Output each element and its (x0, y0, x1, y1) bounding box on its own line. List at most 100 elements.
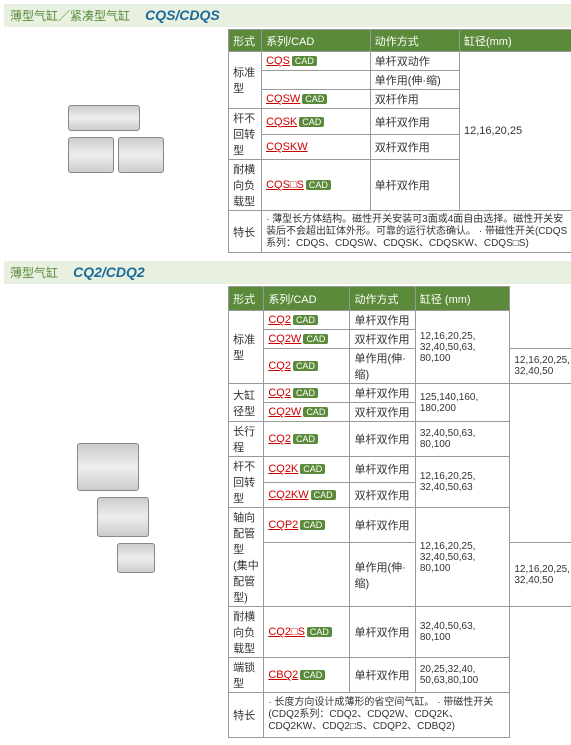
form-cell: 耐横向负载型 (229, 160, 262, 211)
action-cell: 单杆双作用 (350, 422, 415, 457)
series-link[interactable]: CQ2□S (268, 626, 305, 638)
series-link[interactable]: CQS□S (266, 179, 304, 191)
cad-badge[interactable]: CAD (307, 627, 332, 637)
action-cell: 双杆双作用 (350, 330, 415, 349)
action-cell: 单杆双作用 (350, 311, 415, 330)
cad-badge[interactable]: CAD (300, 464, 325, 474)
col-bore: 缸径 (mm) (415, 287, 510, 311)
series-link[interactable]: CQ2K (268, 463, 298, 475)
form-cell: 大缸径型 (229, 384, 264, 422)
series-link[interactable]: CQ2 (268, 360, 291, 372)
bore-cell: 20,25,32,40, 50,63,80,100 (415, 658, 510, 693)
col-action: 动作方式 (370, 30, 459, 52)
action-cell: 单作用(伸·缩) (370, 71, 459, 90)
series-link[interactable]: CQSKW (266, 141, 308, 153)
col-series: 系列/CAD (262, 30, 371, 52)
cad-badge[interactable]: CAD (303, 407, 328, 417)
cad-badge[interactable]: CAD (300, 670, 325, 680)
form-cell: 杆不回转型 (229, 457, 264, 508)
series-link[interactable]: CQP2 (268, 519, 298, 531)
series-cell: CQ2KWCAD (264, 482, 350, 508)
series-cell (262, 71, 371, 90)
form-cell: 端锁型 (229, 658, 264, 693)
product-image (4, 29, 228, 249)
title-primary: 薄型气缸 (10, 266, 58, 280)
action-cell: 单杆双作用 (350, 508, 415, 543)
action-cell: 单杆双作用 (350, 607, 415, 658)
bore-cell: 12,16,20,25, 32,40,50,63, 80,100 (415, 311, 510, 384)
series-link[interactable]: CQ2KW (268, 489, 308, 501)
cad-badge[interactable]: CAD (311, 490, 336, 500)
bore-cell: 12,16,20,25, 32,40,50,63, 80,100 (415, 508, 510, 607)
action-cell: 单作用(伸·缩) (350, 349, 415, 384)
section-header: 薄型气缸 CQ2/CDQ2 (4, 261, 571, 284)
cad-badge[interactable]: CAD (302, 94, 327, 104)
series-link[interactable]: CQ2 (268, 387, 291, 399)
action-cell: 单杆双作用 (370, 160, 459, 211)
cad-badge[interactable]: CAD (300, 520, 325, 530)
form-cell: 耐横向负载型 (229, 607, 264, 658)
action-cell: 双杆作用 (370, 90, 459, 109)
action-cell: 单杆双作用 (350, 457, 415, 483)
series-cell: CQSCAD (262, 52, 371, 71)
cad-badge[interactable]: CAD (293, 361, 318, 371)
series-link[interactable]: CBQ2 (268, 669, 298, 681)
feature-label: 特长 (229, 211, 262, 252)
form-cell: 杆不回转型 (229, 109, 262, 160)
cad-badge[interactable]: CAD (303, 334, 328, 344)
series-cell: CQ2CAD (264, 384, 350, 403)
bore-cell: 32,40,50,63, 80,100 (415, 607, 510, 658)
action-cell: 单杆双作用 (350, 658, 415, 693)
series-link[interactable]: CQ2W (268, 406, 301, 418)
bore-cell: 12,16,20,25, 32,40,50 (510, 349, 571, 384)
series-cell (264, 543, 350, 607)
series-link[interactable]: CQSK (266, 116, 297, 128)
series-cell: CQS□SCAD (262, 160, 371, 211)
action-cell: 单杆双作用 (350, 384, 415, 403)
col-action: 动作方式 (350, 287, 415, 311)
cad-badge[interactable]: CAD (299, 117, 324, 127)
action-cell: 单杆双动作 (370, 52, 459, 71)
spec-table-cqs: 形式 系列/CAD 动作方式 缸径(mm) 标准型CQSCAD单杆双动作12,1… (228, 29, 571, 253)
action-cell: 双杆双作用 (370, 134, 459, 160)
series-cell: CQ2CAD (264, 349, 350, 384)
col-form: 形式 (229, 30, 262, 52)
series-link[interactable]: CQ2W (268, 333, 301, 345)
series-cell: CQSKW (262, 134, 371, 160)
cad-badge[interactable]: CAD (293, 434, 318, 444)
action-cell: 单杆双作用 (370, 109, 459, 135)
form-cell: 标准型 (229, 52, 262, 109)
section-header: 薄型气缸／紧凑型气缸 CQS/CDQS (4, 4, 571, 27)
series-cell: CQ2WCAD (264, 403, 350, 422)
feature-label: 特长 (229, 693, 264, 738)
series-link[interactable]: CQS (266, 55, 290, 67)
series-cell: CQSWCAD (262, 90, 371, 109)
cad-badge[interactable]: CAD (293, 315, 318, 325)
series-cell: CQ2CAD (264, 422, 350, 457)
series-cell: CQP2CAD (264, 508, 350, 543)
action-cell: 双杆双作用 (350, 482, 415, 508)
series-cell: CQ2□SCAD (264, 607, 350, 658)
spec-table-cq2: 形式 系列/CAD 动作方式 缸径 (mm) 标准型CQ2CAD单杆双作用12,… (228, 286, 571, 738)
cad-badge[interactable]: CAD (293, 388, 318, 398)
section-cq2: 薄型气缸 CQ2/CDQ2 形式 系列/CAD 动作方式 缸径 (mm) 标准型… (4, 261, 571, 729)
col-form: 形式 (229, 287, 264, 311)
series-cell: CQ2WCAD (264, 330, 350, 349)
form-cell: 标准型 (229, 311, 264, 384)
series-link[interactable]: CQ2 (268, 433, 291, 445)
series-link[interactable]: CQSW (266, 93, 300, 105)
feature-text: · 长度方向设计成薄形的省空间气缸。 · 带磁性开关(CDQ2系列：CDQ2、C… (264, 693, 510, 738)
series-link[interactable]: CQ2 (268, 314, 291, 326)
series-cell: CBQ2CAD (264, 658, 350, 693)
col-bore: 缸径(mm) (459, 30, 571, 52)
series-cell: CQ2KCAD (264, 457, 350, 483)
series-cell: CQSKCAD (262, 109, 371, 135)
section-cqs: 薄型气缸／紧凑型气缸 CQS/CDQS 形式 系列/CAD 动作方式 缸径(mm… (4, 4, 571, 249)
bore-cell: 12,16,20,25, 32,40,50,63 (415, 457, 510, 508)
cad-badge[interactable]: CAD (292, 56, 317, 66)
cad-badge[interactable]: CAD (306, 180, 331, 190)
form-cell: 长行程 (229, 422, 264, 457)
action-cell: 双杆双作用 (350, 403, 415, 422)
bore-cell: 32,40,50,63, 80,100 (415, 422, 510, 457)
bore-cell: 12,16,20,25, 32,40,50 (510, 543, 571, 607)
